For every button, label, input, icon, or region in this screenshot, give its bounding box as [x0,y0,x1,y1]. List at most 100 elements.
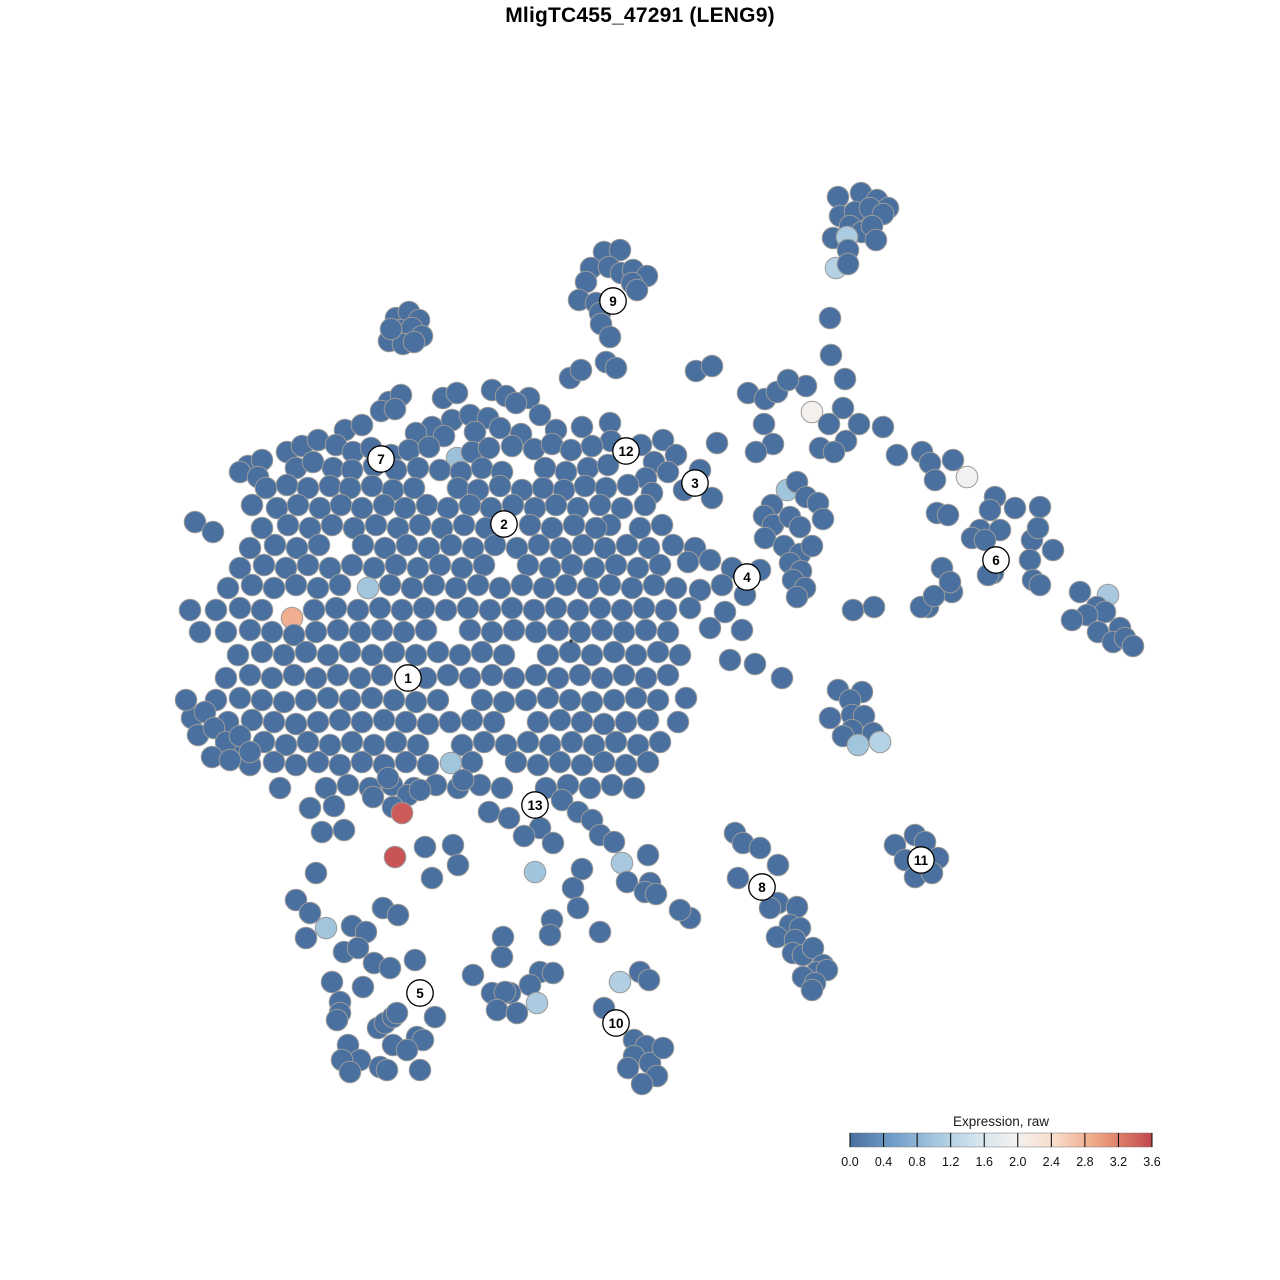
data-point [310,820,334,844]
data-point [608,970,632,994]
data-point [260,620,284,644]
data-point [426,688,450,712]
data-point [336,773,360,797]
data-point [274,733,298,757]
data-point [392,620,416,644]
colorbar-legend: Expression, raw 0.0 0.4 0.8 1.2 1.6 2.0 2.4 2.8 3… [841,1114,1160,1169]
data-point [698,616,722,640]
data-point [294,926,318,950]
data-point [228,686,252,710]
data-point [785,585,809,609]
data-point [625,278,649,302]
colorbar-tick-label: 3.6 [1143,1155,1160,1169]
data-point [477,800,501,824]
data-point [478,598,502,622]
data-point [582,733,606,757]
data-point [500,434,524,458]
data-point [637,536,661,560]
data-point [616,473,640,497]
cluster-label-8: 8 [748,873,776,901]
data-point [304,666,328,690]
data-point [284,712,308,736]
data-point [1121,634,1145,658]
data-point [238,740,262,764]
data-point [570,415,594,439]
data-point [460,708,484,732]
data-point [360,474,384,498]
data-point [296,553,320,577]
data-point [422,573,446,597]
cluster-label-6: 6 [982,546,1010,574]
data-point [286,493,310,517]
data-point [346,936,370,960]
data-point [978,498,1002,522]
data-point [744,440,768,464]
data-point [602,830,626,854]
data-point [350,413,374,437]
data-point [676,550,700,574]
data-point [406,733,430,757]
data-point [372,493,396,517]
data-point [382,688,406,712]
data-point [394,750,418,774]
data-point [524,620,548,644]
cluster-label-7: 7 [367,445,395,473]
data-point [183,510,207,534]
data-point [328,573,352,597]
data-point [294,640,318,664]
data-point [554,573,578,597]
data-point [847,412,871,436]
data-point [578,776,602,800]
data-point [661,533,685,557]
data-point [546,618,570,642]
cluster-label-10: 10 [602,1009,630,1037]
data-point [922,584,946,608]
data-point [656,620,680,644]
data-point [570,857,594,881]
data-point [460,750,484,774]
data-point [752,412,776,436]
svg-text:5: 5 [416,986,424,1001]
data-point [216,576,240,600]
data-point [620,576,644,600]
data-point [504,750,528,774]
data-point [654,598,678,622]
data-point [296,730,320,754]
data-point [306,710,330,734]
data-point [1003,496,1027,520]
data-point [700,486,724,510]
data-point [416,753,440,777]
data-point [372,708,396,732]
data-point [393,496,417,520]
data-point [604,356,628,380]
data-point [604,730,628,754]
colorbar-tick-label: 2.8 [1076,1155,1093,1169]
chart-title: MligTC455_47291 (LENG9) [505,4,775,27]
data-point [801,936,825,960]
data-point [250,640,274,664]
data-point [817,412,841,436]
data-point [326,663,350,687]
data-point [328,753,352,777]
data-point [446,853,470,877]
data-point [406,456,430,480]
data-point [651,1036,675,1060]
data-point [408,1058,432,1082]
data-point [408,778,432,802]
data-point [461,963,485,987]
data-point [285,536,309,560]
colorbar-tick-label: 0.8 [908,1155,925,1169]
data-point [204,598,228,622]
colorbar-gradient-bar [849,1132,1153,1148]
data-point [1041,538,1065,562]
svg-text:4: 4 [743,570,751,585]
data-point [622,776,646,800]
svg-text:12: 12 [618,444,633,459]
data-point [326,618,350,642]
data-point [592,750,616,774]
data-point [260,666,284,690]
data-point [668,898,692,922]
data-point [536,686,560,710]
data-point [561,876,585,900]
